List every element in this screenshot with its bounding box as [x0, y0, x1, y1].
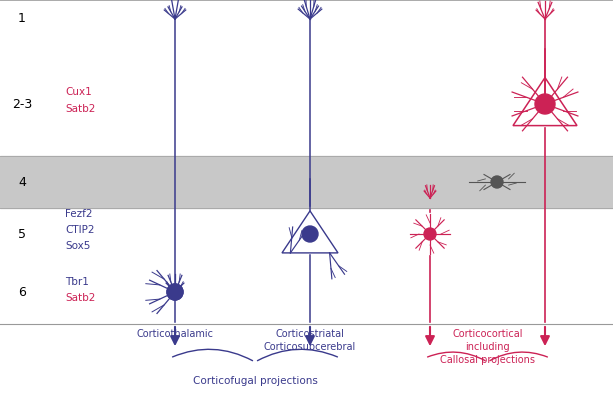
Text: 6: 6 [18, 286, 26, 299]
Text: 2-3: 2-3 [12, 97, 32, 111]
Text: 4: 4 [18, 175, 26, 189]
Text: Cux1: Cux1 [65, 87, 92, 97]
Text: Satb2: Satb2 [65, 104, 96, 114]
Circle shape [535, 94, 555, 114]
Circle shape [167, 284, 183, 300]
Text: Corticothalamic: Corticothalamic [137, 329, 213, 339]
Text: Corticocortical
including
Callosal projections: Corticocortical including Callosal proje… [440, 329, 535, 365]
Circle shape [424, 228, 436, 240]
Text: Satb2: Satb2 [65, 293, 96, 303]
Circle shape [167, 284, 183, 300]
Text: Tbr1: Tbr1 [65, 277, 89, 287]
Circle shape [491, 176, 503, 188]
Text: Fezf2: Fezf2 [65, 209, 93, 219]
Circle shape [302, 226, 318, 242]
Bar [0, 156, 613, 208]
Text: CTIP2: CTIP2 [65, 225, 94, 235]
Bar [0, 208, 613, 404]
Text: Corticofugal projections: Corticofugal projections [192, 376, 318, 386]
Bar [0, 0, 613, 156]
Text: Sox5: Sox5 [65, 241, 90, 251]
Text: 5: 5 [18, 227, 26, 240]
Text: 1: 1 [18, 13, 26, 25]
Text: Corticostriatal
Corticosubcerebral: Corticostriatal Corticosubcerebral [264, 329, 356, 352]
